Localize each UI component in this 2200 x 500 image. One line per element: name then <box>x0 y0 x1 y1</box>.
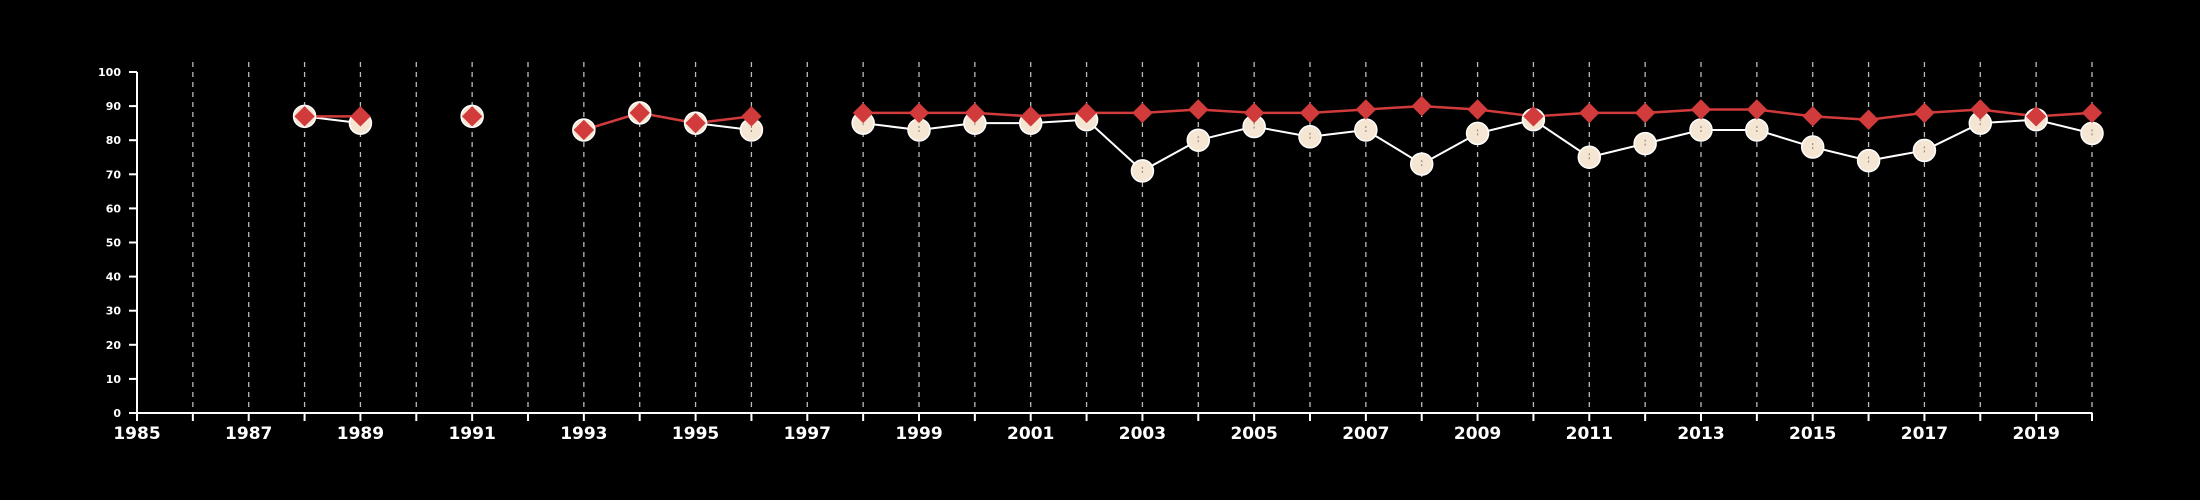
x-tick-label: 2013 <box>1677 424 1724 444</box>
diamond-point <box>741 106 762 127</box>
y-tick-label: 0 <box>113 407 121 420</box>
diamond-point <box>908 102 930 124</box>
diamond-point <box>1970 99 1991 120</box>
diamond-point <box>964 102 986 124</box>
x-tick-label: 1995 <box>672 424 719 444</box>
y-tick-label: 90 <box>106 100 122 113</box>
x-tick-label: 1985 <box>113 424 160 444</box>
tick-labels: 1985 1987 1989 1991 1993 1995 1997 1999 2001 2003… <box>98 66 2060 444</box>
diamond-point <box>1914 102 1935 124</box>
diamond-point <box>1746 99 1768 120</box>
y-tick-label: 70 <box>106 168 122 181</box>
series-group <box>292 95 2104 183</box>
y-tick-label: 50 <box>106 237 122 250</box>
x-tick-label: 2015 <box>1789 424 1836 444</box>
x-tick-label: 2001 <box>1007 424 1054 444</box>
y-tick-label: 100 <box>98 66 121 79</box>
diamond-point <box>685 112 706 134</box>
diamond-point <box>1188 99 1209 120</box>
diamond-point <box>1523 106 1544 127</box>
diamond-point <box>1411 95 1432 117</box>
x-tick-label: 2011 <box>1566 424 1613 444</box>
x-tick-label: 2017 <box>1901 424 1948 444</box>
x-tick-label: 1999 <box>895 424 942 444</box>
diamond-point <box>573 119 595 141</box>
diamond-point <box>1020 106 1041 127</box>
x-tick-label: 2009 <box>1454 424 1501 444</box>
x-tick-label: 2005 <box>1230 424 1277 444</box>
diamond-point <box>1634 102 1656 124</box>
diamond-point <box>1802 106 1823 127</box>
diamond-point <box>1858 109 1879 130</box>
y-tick-label: 40 <box>106 271 122 284</box>
diamond-point <box>629 102 650 124</box>
diamond-point <box>1132 102 1153 124</box>
x-tick-label: 1987 <box>225 424 272 444</box>
diamond-point <box>852 102 874 124</box>
y-tick-label: 30 <box>106 305 122 318</box>
diamond-point <box>2081 102 2103 124</box>
diamond-point <box>1243 102 1265 124</box>
diamond-point <box>1076 102 1097 124</box>
x-tick-label: 1991 <box>448 424 495 444</box>
series-line-diamond <box>583 111 752 132</box>
diamond-point <box>1467 99 1488 120</box>
y-tick-label: 20 <box>106 339 122 352</box>
diamond-point <box>2025 106 2047 127</box>
x-tick-label: 2007 <box>1342 424 1389 444</box>
diamond-point <box>350 106 371 127</box>
diamond-point <box>461 106 483 127</box>
y-tick-label: 60 <box>106 202 122 215</box>
diamond-point <box>1579 102 1600 124</box>
grid-lines <box>192 62 2093 413</box>
y-tick-label: 80 <box>106 134 122 147</box>
diamond-point <box>1690 99 1712 120</box>
diamond-point <box>294 106 315 127</box>
axes <box>129 71 2093 421</box>
x-tick-label: 2019 <box>2012 424 2059 444</box>
y-tick-label: 10 <box>106 373 122 386</box>
diamond-point <box>1355 99 1377 120</box>
x-tick-label: 1997 <box>784 424 831 444</box>
x-tick-label: 2003 <box>1119 424 1166 444</box>
diamond-point <box>1299 102 1321 124</box>
x-tick-label: 1989 <box>337 424 384 444</box>
x-tick-label: 1993 <box>560 424 607 444</box>
